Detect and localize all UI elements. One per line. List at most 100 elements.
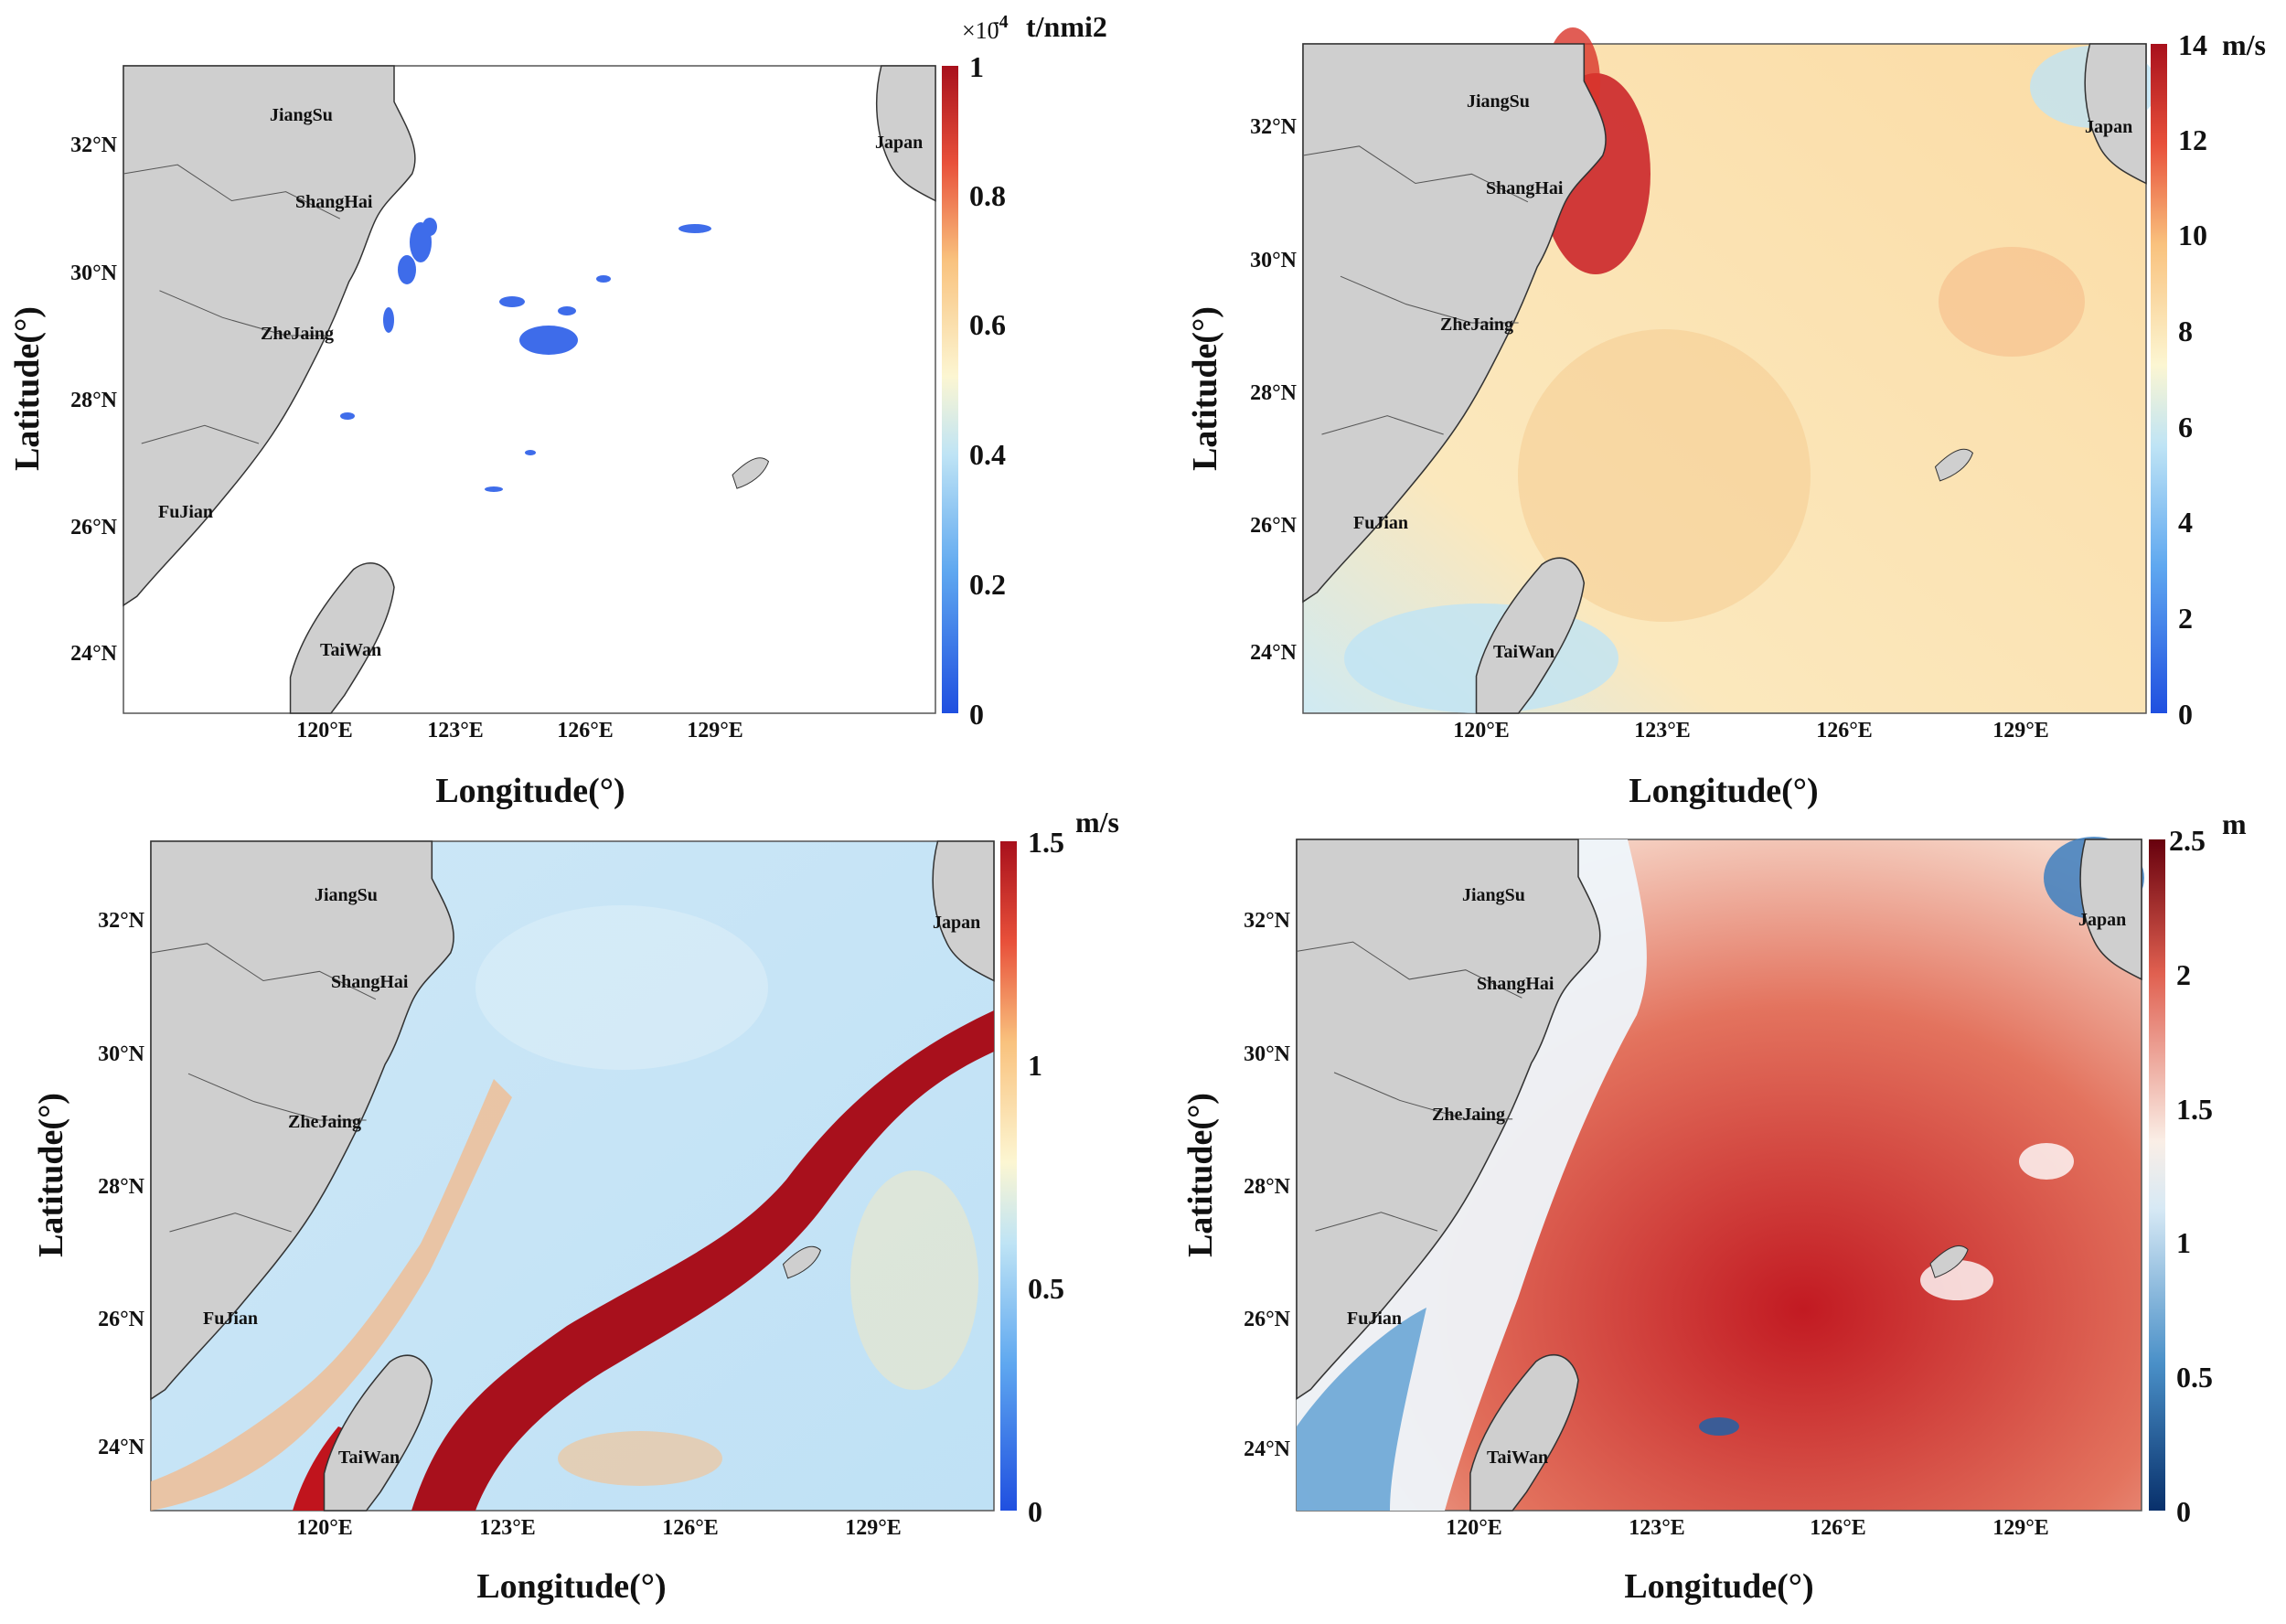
colorbar-ticks: 2.5 2 1.5 1 0.5 0 (2169, 824, 2213, 1528)
lon-tick: 123°E (427, 719, 484, 743)
lon-tick: 129°E (845, 1516, 902, 1540)
lon-tick: 126°E (1810, 1516, 1866, 1540)
colorbar-unit: m (2222, 807, 2247, 840)
lat-ticks: 32°N 30°N 28°N 26°N 24°N (1250, 115, 1298, 665)
colorbar-unit: m/s (2222, 28, 2266, 61)
colorbar-tick: 0.5 (1028, 1272, 1064, 1305)
lat-tick: 24°N (1244, 1437, 1291, 1461)
colorbar-tick: 1 (1028, 1049, 1042, 1082)
colorbar-ticks: 1 0.8 0.6 0.4 0.2 0 (969, 50, 1006, 731)
panel-bottom-left: JiangSu ShangHai ZheJaing FuJian TaiWan … (32, 806, 1119, 1606)
current-speed-field (151, 905, 994, 1511)
colorbar-ticks: 1.5 1 0.5 0 (1028, 826, 1064, 1528)
panel-top-left: JiangSu ShangHai ZheJaing FuJian TaiWan … (8, 10, 1107, 810)
colorbar (942, 66, 958, 713)
lon-tick: 123°E (1634, 719, 1691, 743)
region-labels: JiangSu ShangHai ZheJaing FuJian TaiWan … (158, 105, 923, 660)
lat-tick: 26°N (70, 516, 118, 540)
lon-tick: 129°E (1992, 1516, 2049, 1540)
colorbar (1000, 841, 1017, 1511)
lon-ticks: 120°E 123°E 126°E 129°E (296, 719, 743, 743)
lon-tick: 129°E (687, 719, 743, 743)
label-japan: Japan (2085, 117, 2132, 137)
label-fujian: FuJian (1347, 1309, 1402, 1329)
label-taiwan: TaiWan (1487, 1448, 1548, 1468)
colorbar-tick: 10 (2178, 219, 2207, 251)
lat-tick: 30°N (1244, 1042, 1291, 1066)
lon-tick: 123°E (1629, 1516, 1685, 1540)
colorbar (2151, 44, 2167, 713)
y-axis-label: Latitude(°) (1186, 306, 1224, 471)
label-japan: Japan (2078, 910, 2126, 930)
colorbar-tick: 8 (2178, 315, 2193, 347)
label-zhejiang: ZheJaing (1440, 315, 1513, 335)
lon-ticks: 120°E 123°E 126°E 129°E (1453, 719, 2049, 743)
colorbar-unit: m/s (1075, 806, 1119, 839)
y-axis-label: Latitude(°) (32, 1093, 70, 1257)
label-japan: Japan (933, 913, 980, 933)
label-zhejiang: ZheJaing (261, 324, 334, 344)
x-axis-label: Longitude(°) (476, 1567, 666, 1606)
label-shanghai: ShangHai (295, 192, 373, 212)
lat-tick: 28°N (1244, 1175, 1291, 1199)
colorbar-tick: 1 (2176, 1226, 2191, 1259)
label-shanghai: ShangHai (1486, 178, 1564, 198)
density-field (340, 218, 711, 492)
label-zhejiang: ZheJaing (1432, 1105, 1505, 1125)
colorbar-ticks: 14 12 10 8 6 4 2 0 (2178, 28, 2207, 731)
label-shanghai: ShangHai (331, 972, 409, 992)
colorbar-tick: 2 (2176, 958, 2191, 991)
panel-top-right: JiangSu ShangHai ZheJaing FuJian TaiWan … (1186, 27, 2266, 810)
x-axis-label: Longitude(°) (435, 772, 625, 810)
region-labels: JiangSu ShangHai ZheJaing FuJian TaiWan … (1353, 91, 2132, 662)
lat-tick: 32°N (1244, 909, 1291, 933)
y-axis-label: Latitude(°) (8, 306, 47, 471)
label-fujian: FuJian (1353, 513, 1408, 533)
lat-ticks: 32°N 30°N 28°N 26°N 24°N (1244, 909, 1291, 1461)
colorbar-tick: 0.8 (969, 179, 1006, 212)
colorbar-tick: 0 (2176, 1495, 2191, 1528)
label-taiwan: TaiWan (338, 1448, 400, 1468)
label-taiwan: TaiWan (1493, 642, 1554, 662)
label-fujian: FuJian (158, 502, 213, 522)
kuroshio-current (411, 1010, 994, 1511)
region-labels: JiangSu ShangHai ZheJaing FuJian TaiWan … (203, 885, 980, 1468)
lat-tick: 24°N (70, 642, 118, 666)
lat-tick: 26°N (1250, 514, 1298, 538)
lon-tick: 126°E (662, 1516, 719, 1540)
lon-tick: 120°E (1446, 1516, 1502, 1540)
lat-tick: 32°N (98, 909, 145, 933)
panel-bottom-right: JiangSu ShangHai ZheJaing FuJian TaiWan … (1181, 807, 2247, 1606)
colorbar-tick: 0.6 (969, 308, 1006, 341)
lat-tick: 24°N (1250, 641, 1298, 665)
colorbar-tick: 14 (2178, 28, 2207, 61)
label-jiangsu: JiangSu (270, 105, 333, 125)
lat-tick: 32°N (70, 134, 118, 157)
colorbar-tick: 0 (969, 698, 984, 731)
colorbar-tick: 0.2 (969, 568, 1006, 601)
lat-tick: 28°N (1250, 381, 1298, 405)
label-taiwan: TaiWan (320, 640, 381, 660)
colorbar-tick: 6 (2178, 411, 2193, 443)
label-jiangsu: JiangSu (315, 885, 378, 905)
x-axis-label: Longitude(°) (1624, 1567, 1813, 1606)
region-labels: JiangSu ShangHai ZheJaing FuJian TaiWan … (1347, 885, 2126, 1468)
y-axis-label: Latitude(°) (1181, 1093, 1220, 1257)
lon-tick: 123°E (479, 1516, 536, 1540)
label-fujian: FuJian (203, 1309, 258, 1329)
colorbar-tick: 0.4 (969, 438, 1006, 471)
lon-tick: 120°E (1453, 719, 1510, 743)
label-shanghai: ShangHai (1477, 974, 1554, 994)
lat-tick: 26°N (98, 1308, 145, 1331)
lon-tick: 120°E (296, 719, 353, 743)
colorbar-scale-exp: -4 (993, 12, 1009, 32)
colorbar-tick: 0 (1028, 1495, 1042, 1528)
colorbar-scale-note: ×10 (962, 17, 999, 44)
lat-tick: 26°N (1244, 1308, 1291, 1331)
colorbar-tick: 1.5 (1028, 826, 1064, 859)
colorbar-tick: 1 (969, 50, 984, 83)
lon-tick: 126°E (1816, 719, 1873, 743)
lat-tick: 28°N (98, 1175, 145, 1199)
colorbar-tick: 2 (2178, 602, 2193, 635)
